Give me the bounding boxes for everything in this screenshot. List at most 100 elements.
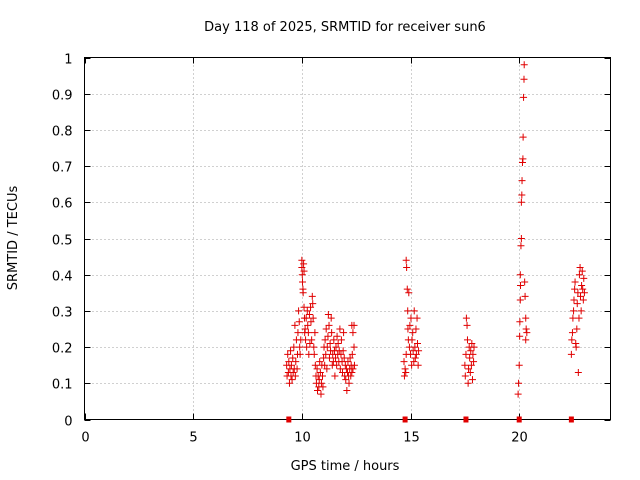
data-point-plus — [575, 271, 583, 279]
data-point-plus — [319, 383, 327, 391]
data-point-plus — [324, 332, 332, 340]
data-point-plus — [296, 343, 304, 351]
data-point-plus — [573, 325, 581, 333]
data-point-plus — [577, 307, 585, 315]
data-point-plus — [467, 361, 475, 369]
data-point-plus — [523, 329, 531, 337]
data-point-plus — [305, 311, 313, 319]
data-point-plus — [461, 372, 469, 380]
data-point-plus — [412, 325, 420, 333]
data-point-plus — [579, 296, 587, 304]
data-point-plus — [400, 372, 408, 380]
data-point-plus — [288, 376, 296, 384]
data-point-plus — [295, 307, 303, 315]
data-point-plus — [409, 329, 417, 337]
data-point-plus — [306, 339, 314, 347]
data-point-plus — [578, 282, 586, 290]
data-point-plus — [402, 368, 410, 376]
y-tick-label: 0.7 — [52, 161, 73, 176]
data-point-plus — [290, 343, 298, 351]
zero-level-marker — [568, 416, 574, 423]
data-point-plus — [317, 390, 325, 398]
data-point-plus — [519, 155, 527, 163]
data-point-plus — [580, 289, 588, 297]
data-point-plus — [412, 350, 420, 358]
data-point-plus — [325, 354, 333, 362]
data-point-plus — [316, 368, 324, 376]
data-point-plus — [317, 379, 325, 387]
data-point-plus — [295, 318, 303, 326]
data-point-plus — [320, 354, 328, 362]
data-point-plus — [304, 329, 312, 337]
y-tick-label: 0.9 — [52, 89, 73, 104]
data-point-plus — [337, 350, 345, 358]
y-tick-label: 0 — [64, 415, 72, 430]
data-point-plus — [285, 358, 293, 366]
data-point-plus — [343, 387, 351, 395]
data-point-plus — [321, 361, 329, 369]
data-point-plus — [469, 350, 477, 358]
data-point-plus — [309, 300, 317, 308]
data-point-plus — [522, 325, 530, 333]
data-point-plus — [332, 343, 340, 351]
data-point-plus — [342, 376, 350, 384]
data-point-plus — [406, 321, 414, 329]
data-point-plus — [516, 296, 524, 304]
data-point-plus — [575, 314, 583, 322]
data-point-plus — [350, 343, 358, 351]
data-point-plus — [519, 133, 527, 141]
data-point-plus — [311, 361, 319, 369]
x-tick-label: 5 — [189, 431, 197, 446]
data-point-plus — [334, 339, 342, 347]
data-point-plus — [328, 329, 336, 337]
data-point-plus — [411, 343, 419, 351]
data-point-plus — [299, 289, 307, 297]
data-point-plus — [515, 379, 523, 387]
data-point-plus — [571, 278, 579, 286]
x-tick-label: 15 — [403, 431, 420, 446]
zero-level-marker — [463, 416, 469, 423]
data-point-plus — [322, 325, 330, 333]
data-point-plus — [580, 274, 588, 282]
data-point-plus — [405, 289, 413, 297]
data-point-plus — [516, 332, 524, 340]
data-point-plus — [321, 336, 329, 344]
data-point-plus — [521, 278, 529, 286]
data-point-plus — [408, 336, 416, 344]
data-point-plus — [517, 282, 525, 290]
data-point-plus — [410, 307, 418, 315]
data-point-plus — [404, 307, 412, 315]
data-point-plus — [333, 332, 341, 340]
data-point-plus — [291, 372, 299, 380]
data-point-plus — [298, 256, 306, 264]
data-point-plus — [466, 354, 474, 362]
data-point-plus — [336, 365, 344, 373]
data-point-plus — [404, 325, 412, 333]
data-point-plus — [461, 361, 469, 369]
data-point-plus — [347, 372, 355, 380]
data-point-plus — [464, 379, 472, 387]
data-point-plus — [463, 336, 471, 344]
data-point-plus — [574, 368, 582, 376]
data-point-plus — [300, 267, 308, 275]
data-point-plus — [300, 260, 308, 268]
data-point-plus — [296, 350, 304, 358]
data-point-plus — [414, 361, 422, 369]
data-point-plus — [289, 368, 297, 376]
data-point-plus — [568, 336, 576, 344]
zero-level-marker — [516, 416, 522, 423]
data-point-plus — [403, 285, 411, 293]
data-point-plus — [285, 379, 293, 387]
data-point-plus — [323, 365, 331, 373]
data-point-plus — [467, 347, 475, 355]
data-point-plus — [465, 365, 473, 373]
data-point-plus — [330, 336, 338, 344]
data-point-plus — [468, 376, 476, 384]
data-point-plus — [287, 347, 295, 355]
data-point-plus — [415, 347, 423, 355]
data-point-plus — [350, 321, 358, 329]
data-point-plus — [411, 354, 419, 362]
data-point-plus — [316, 358, 324, 366]
data-point-plus — [401, 365, 409, 373]
data-point-plus — [517, 235, 525, 242]
